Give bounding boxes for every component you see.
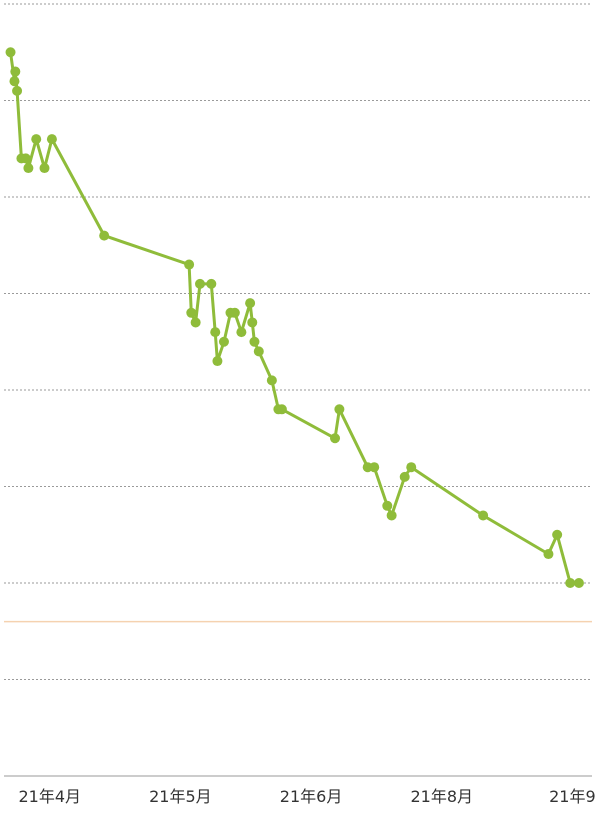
data-point xyxy=(195,278,205,289)
data-point xyxy=(20,153,31,164)
data-point xyxy=(543,549,554,560)
data-point xyxy=(229,307,240,318)
data-point xyxy=(218,336,229,347)
data-point xyxy=(190,317,201,328)
data-point xyxy=(99,230,110,241)
data-point xyxy=(369,462,380,473)
data-point xyxy=(210,327,221,338)
data-point xyxy=(276,404,287,415)
data-point xyxy=(247,317,258,328)
data-point xyxy=(5,47,16,58)
grid-lines xyxy=(4,3,592,777)
data-point xyxy=(12,85,23,96)
x-axis: 21年4月 21年5月 21年6月 21年8月 21年9 xyxy=(18,787,595,806)
x-tick-label: 21年4月 xyxy=(18,787,81,806)
data-point xyxy=(253,346,264,357)
data-point xyxy=(186,307,197,318)
x-tick-label: 21年8月 xyxy=(410,787,473,806)
data-point xyxy=(206,278,217,289)
data-point xyxy=(334,404,345,415)
x-tick-label: 21年9 xyxy=(549,787,596,806)
data-point xyxy=(552,529,563,540)
data-point xyxy=(46,134,57,145)
data-point xyxy=(573,578,584,588)
x-tick-label: 21年6月 xyxy=(280,787,343,806)
data-point xyxy=(23,163,34,174)
data-point xyxy=(565,578,576,588)
x-tick-label: 21年5月 xyxy=(149,787,212,806)
data-point xyxy=(31,134,42,145)
data-point xyxy=(245,298,256,309)
data-point xyxy=(10,66,21,77)
data-point xyxy=(406,462,417,473)
data-point xyxy=(382,500,393,511)
data-point xyxy=(330,433,341,444)
data-point xyxy=(39,163,50,174)
data-point xyxy=(478,510,489,521)
data-point xyxy=(399,471,410,482)
data-point xyxy=(9,76,20,87)
data-point xyxy=(266,375,277,386)
data-point xyxy=(212,356,223,367)
data-series xyxy=(5,47,584,588)
data-point xyxy=(386,510,397,521)
data-point xyxy=(184,259,195,270)
series-line xyxy=(9,50,581,585)
data-point xyxy=(236,327,247,338)
data-point xyxy=(249,336,260,347)
